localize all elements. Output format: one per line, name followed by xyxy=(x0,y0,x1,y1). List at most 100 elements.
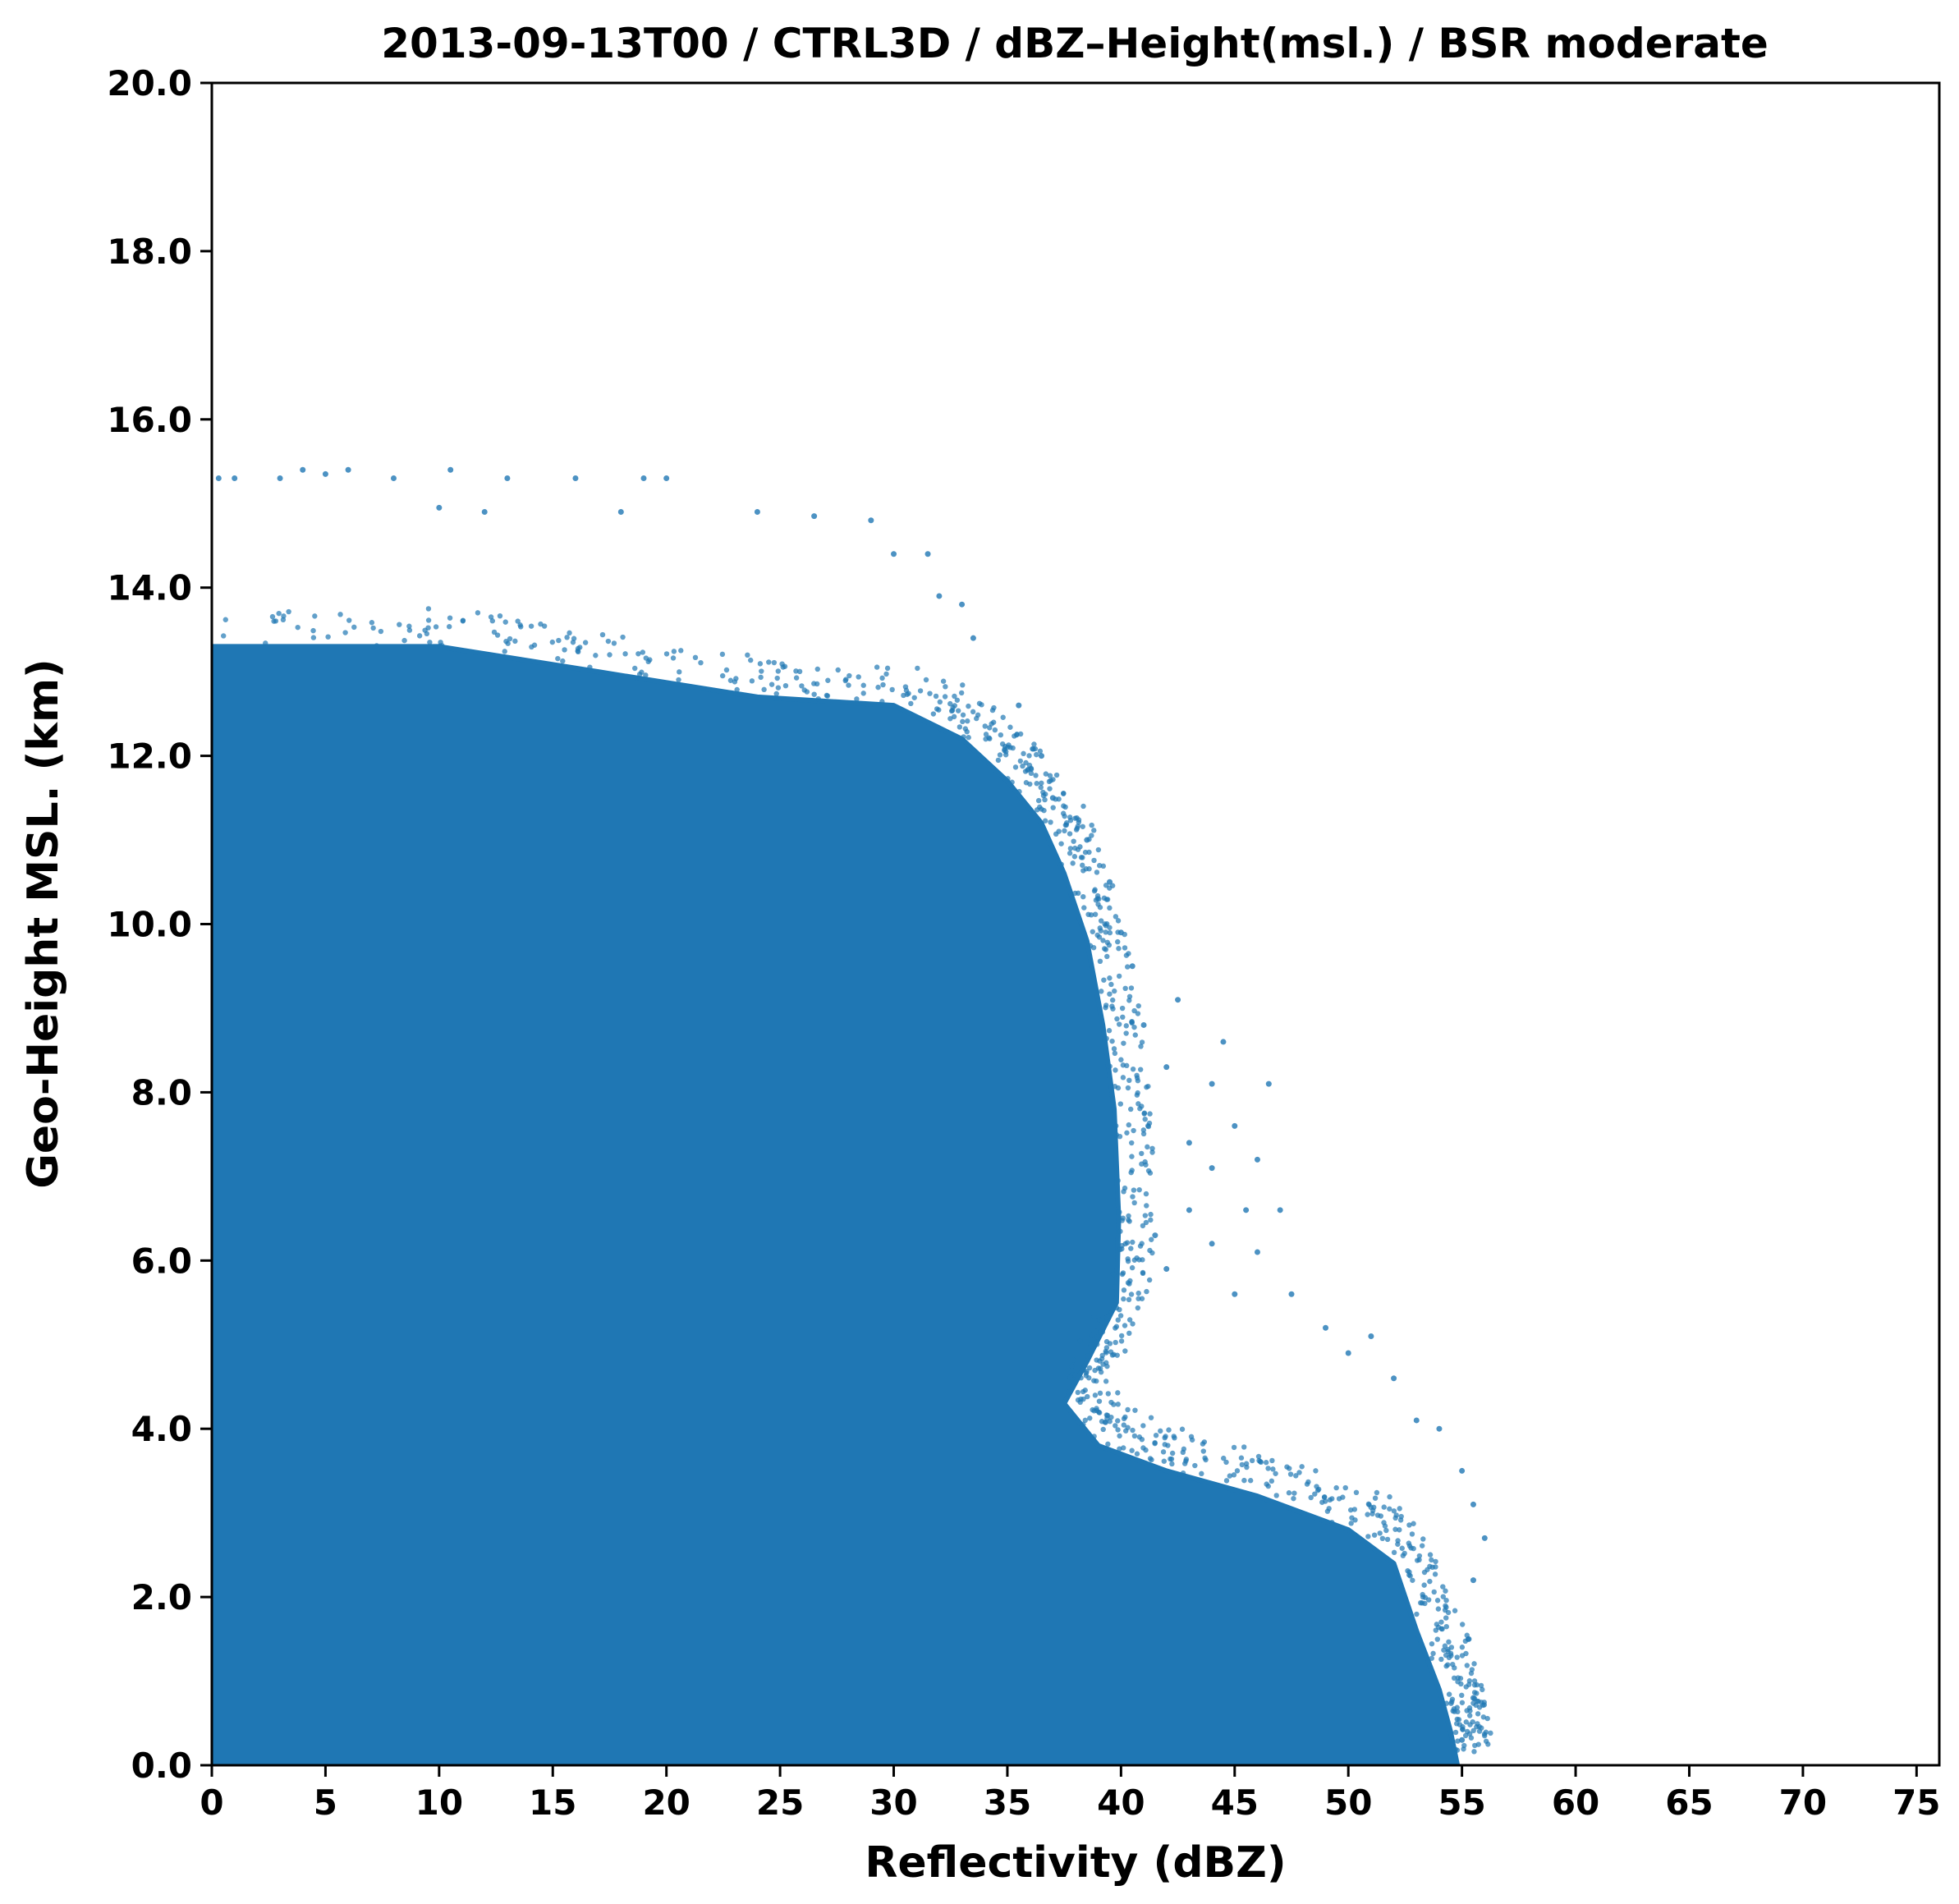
data-point xyxy=(1124,1130,1130,1136)
data-point xyxy=(1121,1296,1126,1302)
data-point xyxy=(620,634,626,640)
data-point xyxy=(1391,1375,1397,1382)
data-point xyxy=(1126,1122,1131,1128)
data-point xyxy=(1103,1379,1109,1384)
data-point xyxy=(943,684,948,690)
data-point xyxy=(1070,860,1076,866)
data-point xyxy=(1223,1459,1229,1466)
data-point xyxy=(1419,1543,1425,1548)
data-point xyxy=(1480,1702,1486,1709)
data-point xyxy=(1391,1508,1397,1514)
data-point xyxy=(1436,1425,1443,1432)
data-point xyxy=(1086,1374,1092,1381)
data-point xyxy=(555,655,561,662)
data-point xyxy=(1135,1290,1141,1296)
data-point xyxy=(879,675,885,681)
data-point xyxy=(286,608,291,615)
data-point xyxy=(1117,1228,1123,1234)
data-point xyxy=(1113,1067,1118,1073)
data-point xyxy=(617,508,624,515)
data-point xyxy=(345,466,351,473)
data-point xyxy=(1091,1314,1098,1319)
data-point xyxy=(1254,1249,1260,1255)
data-point xyxy=(1113,1423,1118,1429)
data-point xyxy=(1103,1350,1109,1356)
data-point xyxy=(425,617,432,623)
data-point xyxy=(1130,1321,1135,1327)
data-point xyxy=(1162,1442,1168,1447)
data-point xyxy=(1126,1213,1131,1219)
data-point xyxy=(1227,1473,1233,1479)
data-point xyxy=(1100,1426,1106,1433)
data-point xyxy=(1470,1577,1476,1584)
data-point xyxy=(1143,1219,1149,1226)
data-point xyxy=(1126,1317,1133,1323)
data-point xyxy=(970,709,976,715)
data-point xyxy=(1319,1499,1325,1505)
data-point xyxy=(952,693,957,700)
data-point xyxy=(1483,1738,1489,1744)
data-point xyxy=(1022,768,1029,774)
data-point xyxy=(1265,1080,1272,1087)
data-point xyxy=(406,623,412,629)
data-point xyxy=(678,648,684,654)
data-point xyxy=(1058,841,1064,846)
data-point xyxy=(1410,1577,1415,1583)
data-point xyxy=(1434,1636,1441,1642)
data-point xyxy=(1153,1432,1159,1438)
data-point xyxy=(1232,1122,1238,1129)
data-point xyxy=(814,666,820,672)
data-point xyxy=(1427,1552,1434,1558)
data-point xyxy=(1134,1451,1140,1457)
data-point xyxy=(436,504,443,511)
data-point xyxy=(1056,828,1062,834)
data-point xyxy=(1457,1676,1464,1681)
data-point xyxy=(854,696,860,702)
data-point xyxy=(1381,1520,1387,1525)
data-point xyxy=(954,697,961,703)
y-tick-label: 2.0 xyxy=(131,1577,192,1617)
data-point xyxy=(1123,1023,1129,1029)
data-point xyxy=(1061,791,1067,796)
data-point xyxy=(1429,1557,1434,1563)
data-point xyxy=(997,752,1003,758)
data-point xyxy=(643,672,649,678)
data-point xyxy=(1468,1735,1475,1741)
x-axis-label: Reflectivity (dBZ) xyxy=(865,1838,1286,1888)
data-point xyxy=(1128,985,1135,991)
data-point xyxy=(1094,1406,1099,1411)
data-point xyxy=(1125,1085,1131,1091)
data-point xyxy=(1092,1367,1098,1374)
data-point xyxy=(1454,1654,1460,1660)
data-point xyxy=(1098,928,1104,934)
data-point xyxy=(1152,1232,1158,1239)
x-tick-label: 20 xyxy=(642,1782,690,1823)
data-point xyxy=(1475,1711,1481,1717)
data-point xyxy=(1109,1352,1116,1358)
data-point xyxy=(1392,1515,1398,1521)
data-point xyxy=(281,613,287,619)
data-point xyxy=(1009,779,1015,785)
data-point xyxy=(1082,1417,1088,1424)
data-point xyxy=(1379,1535,1386,1542)
data-point xyxy=(1107,929,1113,936)
data-point xyxy=(796,668,803,675)
data-point xyxy=(611,640,617,646)
x-tick-label: 35 xyxy=(984,1782,1031,1823)
data-point xyxy=(1430,1650,1436,1657)
data-point xyxy=(1463,1719,1469,1725)
data-point xyxy=(1129,963,1135,970)
data-point xyxy=(1273,1493,1279,1498)
data-point xyxy=(1072,1372,1078,1378)
data-point xyxy=(512,638,518,645)
y-tick-label: 10.0 xyxy=(107,905,192,945)
data-point xyxy=(1296,1470,1302,1475)
data-point xyxy=(936,707,942,713)
data-point xyxy=(1391,1549,1397,1556)
data-point xyxy=(1202,1455,1208,1461)
y-tick-label: 12.0 xyxy=(107,736,192,777)
data-point xyxy=(1130,1194,1135,1200)
data-point xyxy=(1090,929,1095,934)
data-point xyxy=(1445,1646,1451,1653)
data-point xyxy=(1192,1462,1198,1469)
